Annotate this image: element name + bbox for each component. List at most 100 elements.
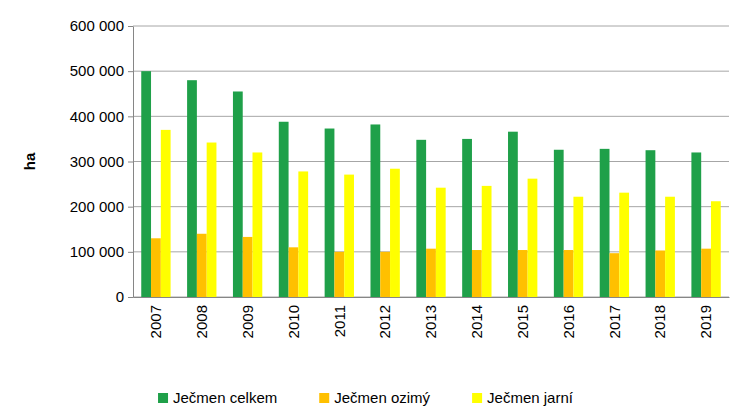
x-tick-label: 2010 (285, 305, 302, 338)
y-tick-mark (128, 162, 133, 163)
bar (508, 132, 518, 297)
legend-swatch (319, 393, 329, 403)
grid-line (133, 71, 729, 72)
y-tick-label: 500 000 (70, 62, 124, 79)
bar (390, 169, 400, 297)
x-tick: 2008 (193, 297, 210, 338)
x-tick: 2010 (285, 297, 302, 338)
bar-series (161, 130, 721, 297)
y-tick: 300 000 (70, 153, 133, 170)
bar (207, 143, 217, 297)
bar-series (141, 71, 701, 297)
bar (609, 253, 619, 297)
bar (380, 252, 390, 297)
y-tick-label: 300 000 (70, 153, 124, 170)
y-tick: 0 (116, 288, 133, 305)
x-tick: 2015 (514, 297, 531, 338)
bar (233, 91, 243, 297)
bar (197, 234, 207, 297)
bar (472, 250, 482, 297)
y-tick-mark (128, 207, 133, 208)
x-tick: 2019 (697, 297, 714, 338)
y-axis-title: ha (21, 152, 38, 170)
x-tick: 2013 (422, 297, 439, 338)
bar (151, 238, 161, 297)
bar (416, 140, 426, 297)
y-tick-mark (128, 116, 133, 117)
x-tick-label: 2013 (422, 305, 439, 338)
bar (564, 250, 574, 297)
plot: 0 100 000 200 000 300 000 400 000 500 000 600 … (70, 17, 730, 338)
legend-label: Ječmen ozimý (334, 389, 430, 406)
bar (711, 201, 721, 297)
x-tick-label: 2014 (468, 305, 485, 338)
bar (253, 152, 263, 297)
y-tick: 200 000 (70, 198, 133, 215)
legend-item: Ječmen celkem (158, 389, 277, 406)
x-tick-label: 2019 (697, 305, 714, 338)
y-tick-label: 0 (116, 288, 124, 305)
x-tick: 2012 (376, 297, 393, 338)
y-tick: 600 000 (70, 17, 133, 34)
bar (701, 249, 711, 297)
bar (370, 124, 380, 297)
x-tick: 2011 (331, 297, 348, 337)
bar (482, 186, 492, 297)
bar (279, 122, 289, 297)
bar (344, 175, 354, 297)
bar (665, 197, 675, 297)
y-tick-mark (128, 26, 133, 27)
bars (141, 71, 720, 297)
y-axis: 0 100 000 200 000 300 000 400 000 500 000 600 … (70, 17, 134, 305)
bar (573, 197, 583, 297)
y-tick-mark (128, 297, 133, 298)
x-tick-label: 2017 (606, 305, 623, 338)
y-tick: 400 000 (70, 108, 133, 125)
x-tick: 2016 (560, 297, 577, 338)
bar (462, 139, 472, 297)
legend-swatch (472, 393, 482, 403)
x-tick-label: 2007 (147, 305, 164, 338)
bar (646, 150, 656, 297)
y-axis-line (133, 27, 134, 298)
x-tick-label: 2018 (651, 305, 668, 338)
y-tick-mark (128, 71, 133, 72)
bar (141, 71, 151, 297)
y-tick-mark (128, 252, 133, 253)
bar (161, 130, 171, 297)
x-tick: 2018 (651, 297, 668, 338)
y-tick-label: 200 000 (70, 198, 124, 215)
bar (436, 188, 446, 297)
bar (518, 250, 528, 297)
y-tick: 100 000 (70, 243, 133, 260)
legend-item: Ječmen ozimý (319, 389, 430, 406)
bar (619, 193, 629, 297)
x-tick-label: 2015 (514, 305, 531, 338)
x-axis: 2007 2008 2009 2010 2011 2012 2013 2014 2015 2016… (134, 297, 730, 338)
bar (691, 152, 701, 297)
x-tick-label: 2016 (560, 305, 577, 338)
x-tick-label: 2008 (193, 305, 210, 338)
grid-line (133, 206, 729, 207)
grid (133, 26, 729, 297)
y-tick-label: 100 000 (70, 243, 124, 260)
x-tick: 2009 (239, 297, 256, 338)
bar (554, 150, 564, 297)
x-tick: 2014 (468, 297, 485, 338)
bar (325, 129, 335, 297)
chart: 0 100 000 200 000 300 000 400 000 500 000 600 … (0, 0, 731, 418)
legend: Ječmen celkemJečmen ozimýJečmen jarní (158, 389, 574, 406)
bar (289, 247, 299, 297)
x-tick-label: 2009 (239, 305, 256, 338)
grid-line (133, 26, 729, 27)
y-tick-label: 400 000 (70, 108, 124, 125)
bar (655, 250, 665, 297)
bar (426, 249, 436, 297)
bar (528, 179, 538, 297)
x-tick-label: 2011 (331, 305, 348, 337)
bar (298, 171, 308, 297)
x-tick: 2007 (147, 297, 164, 338)
x-tick: 2017 (606, 297, 623, 338)
bar (187, 80, 197, 297)
y-tick-label: 600 000 (70, 17, 124, 34)
